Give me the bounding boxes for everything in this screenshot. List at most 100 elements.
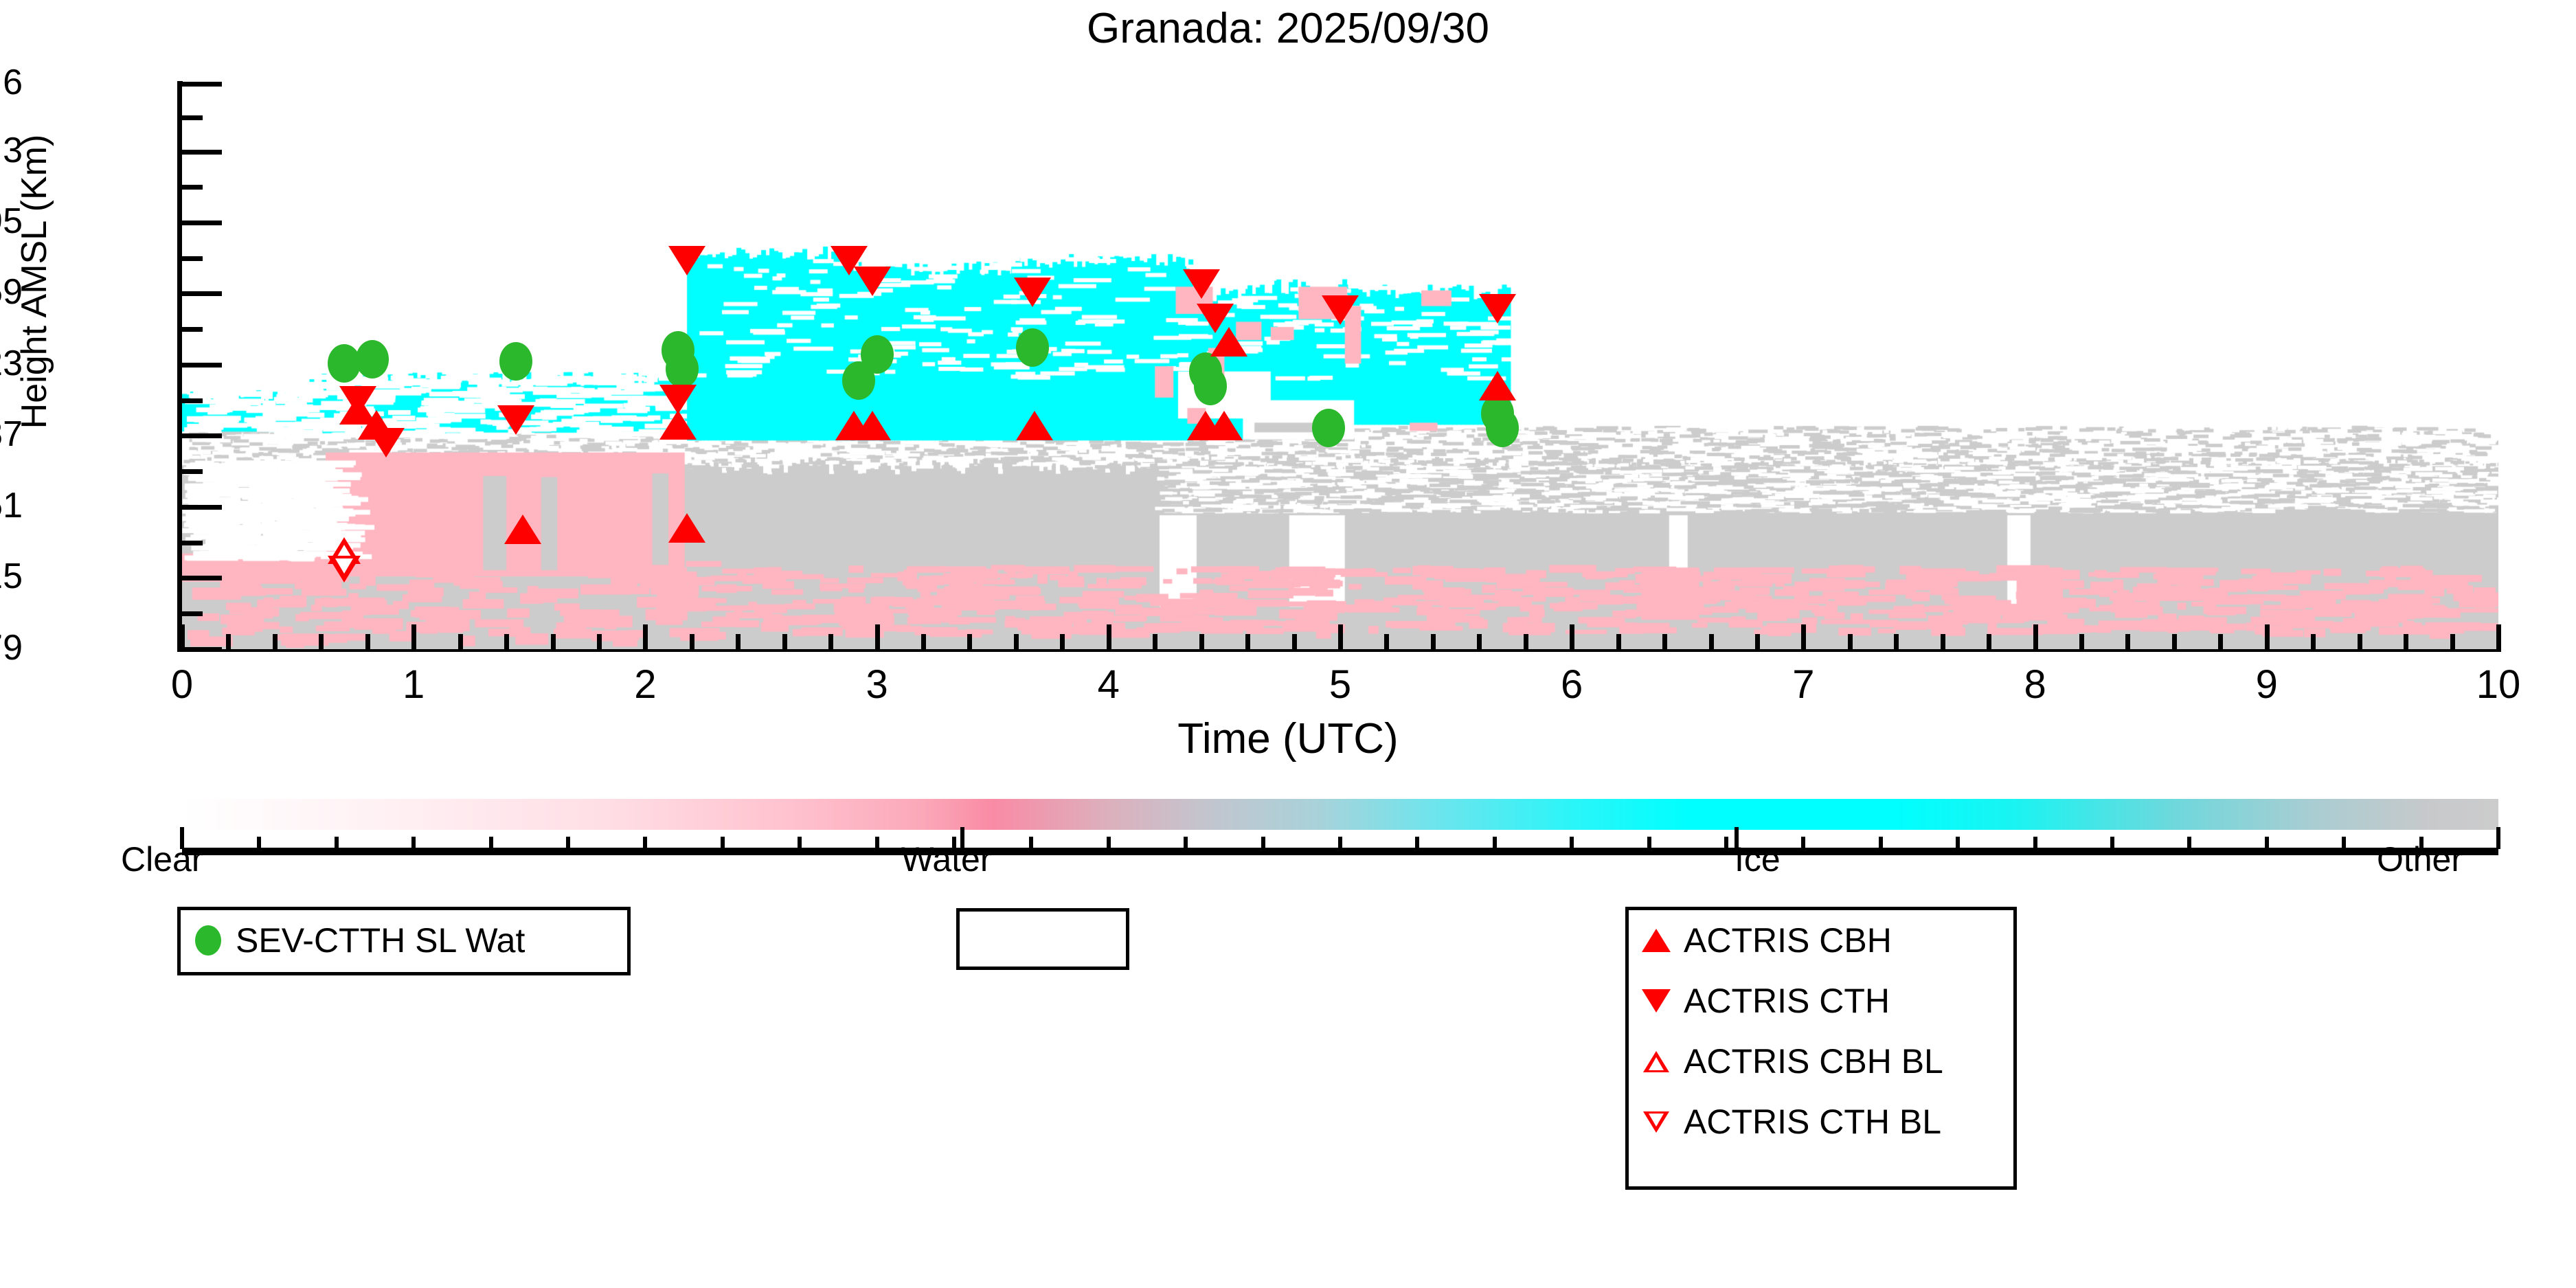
colorbar-tick-minor xyxy=(1878,837,1883,849)
data-marker-green-circle xyxy=(1194,367,1228,406)
x-tick xyxy=(1570,624,1575,649)
colorbar-tick-minor xyxy=(2110,837,2114,849)
x-tick-minor xyxy=(596,634,602,649)
colorbar-tick-minor xyxy=(334,837,339,849)
y-tick xyxy=(182,149,222,155)
x-tick-minor xyxy=(1616,634,1621,649)
data-marker-red-triangle-down-filled xyxy=(668,246,706,275)
triangle-down-filled-icon xyxy=(1638,989,1674,1013)
x-tick xyxy=(1106,624,1111,649)
y-tick xyxy=(182,504,222,510)
x-tick xyxy=(2264,624,2270,649)
data-marker-red-triangle-up-filled xyxy=(504,514,541,544)
data-marker-red-triangle-up-filled xyxy=(1206,411,1243,441)
x-tick-label: 6 xyxy=(1561,662,1583,707)
legend-item-sev-ctth-sl-wat[interactable]: SEV-CTTH SL Wat xyxy=(181,910,627,971)
x-tick xyxy=(2496,624,2501,649)
colorbar-label-other: Other xyxy=(2376,840,2463,879)
x-tick-minor xyxy=(2357,634,2362,649)
triangle-up-open-icon xyxy=(1638,1050,1674,1072)
data-marker-green-circle xyxy=(1015,328,1049,368)
y-tick-minor xyxy=(182,185,203,190)
x-tick xyxy=(874,624,880,649)
data-marker-red-triangle-down-filled xyxy=(1322,295,1359,326)
x-tick-minor xyxy=(1708,634,1714,649)
data-marker-red-triangle-up-filled xyxy=(1015,411,1053,441)
y-tick xyxy=(182,82,222,87)
legend-actris[interactable]: ACTRIS CBH ACTRIS CTH ACTRIS CBH BL ACTR… xyxy=(1625,907,2017,1190)
y-axis-line xyxy=(177,81,183,652)
colorbar-tick-minor xyxy=(1956,837,1961,849)
y-tick xyxy=(182,220,222,225)
colorbar-gradient xyxy=(182,799,2498,830)
y-tick-minor xyxy=(182,115,203,121)
plot-area[interactable] xyxy=(182,84,2498,649)
y-tick-label: 8.95 xyxy=(0,201,23,241)
legend-label: ACTRIS CTH xyxy=(1684,982,1890,1020)
legend-item-actris-cbh-bl[interactable]: ACTRIS CBH BL xyxy=(1629,1031,2013,1092)
x-tick-minor xyxy=(1291,634,1297,649)
legend-item-actris-cbh[interactable]: ACTRIS CBH xyxy=(1629,910,2013,971)
colorbar-tick-minor xyxy=(1492,837,1497,849)
triangle-down-open-icon xyxy=(1638,1111,1674,1133)
x-tick-minor xyxy=(550,634,556,649)
data-marker-green-circle xyxy=(1486,408,1519,447)
x-tick-label: 8 xyxy=(2024,662,2046,707)
x-tick-label: 4 xyxy=(1097,662,1120,707)
colorbar-tick-minor xyxy=(2264,837,2269,849)
colorbar-tick-minor xyxy=(2033,837,2037,849)
x-tick xyxy=(1801,624,1807,649)
legend-label: ACTRIS CBH xyxy=(1684,921,1892,960)
colorbar[interactable] xyxy=(180,799,2500,857)
colorbar-tick-minor xyxy=(1338,837,1342,849)
data-marker-red-triangle-down-filled xyxy=(1182,269,1220,300)
x-tick xyxy=(180,624,185,649)
y-tick-label: 2.15 xyxy=(0,556,23,597)
legend-empty-box[interactable] xyxy=(956,908,1129,970)
x-tick-minor xyxy=(2450,634,2455,649)
legend-sev-ctth[interactable]: SEV-CTTH SL Wat xyxy=(177,907,631,975)
y-tick-minor xyxy=(182,611,203,617)
colorbar-tick-minor xyxy=(643,837,648,849)
colorbar-tick-minor xyxy=(2342,837,2347,849)
legend-label: ACTRIS CTH BL xyxy=(1684,1103,1942,1141)
colorbar-tick-minor xyxy=(257,837,262,849)
legend-item-actris-cth-bl[interactable]: ACTRIS CTH BL xyxy=(1629,1092,2013,1152)
x-tick-minor xyxy=(457,634,463,649)
x-tick-minor xyxy=(1060,634,1065,649)
data-marker-green-circle xyxy=(499,341,532,381)
x-tick-minor xyxy=(2311,634,2316,649)
colorbar-axis xyxy=(180,827,2500,857)
x-tick-minor xyxy=(2404,634,2409,649)
colorbar-tick-major xyxy=(960,827,965,849)
page-title: Granada: 2025/09/30 xyxy=(1086,5,1490,52)
data-marker-red-triangle-up-filled xyxy=(853,411,891,441)
x-tick-label: 10 xyxy=(2476,662,2521,707)
colorbar-tick-minor xyxy=(2419,837,2424,849)
x-tick-minor xyxy=(319,634,324,649)
data-marker-red-triangle-down-filled xyxy=(1479,294,1517,324)
y-tick-label: 4.87 xyxy=(0,414,23,455)
x-tick-label: 9 xyxy=(2255,662,2278,707)
x-tick-minor xyxy=(1384,634,1390,649)
legend-label: SEV-CTTH SL Wat xyxy=(236,921,526,960)
data-marker-green-circle xyxy=(355,340,389,379)
y-tick xyxy=(182,362,222,368)
x-tick-minor xyxy=(226,634,231,649)
x-tick-minor xyxy=(1013,634,1019,649)
colorbar-label-clear: Clear xyxy=(121,840,203,879)
colorbar-tick-minor xyxy=(566,837,570,849)
x-tick-minor xyxy=(736,634,741,649)
legend-label: ACTRIS CBH BL xyxy=(1684,1042,1943,1081)
triangle-up-filled-icon xyxy=(1638,929,1674,952)
x-tick-label: 0 xyxy=(170,662,194,707)
x-tick-minor xyxy=(828,634,834,649)
y-tick-label: 6.23 xyxy=(0,343,23,383)
data-marker-red-triangle-down-filled xyxy=(1013,277,1051,307)
x-tick-label: 1 xyxy=(403,662,425,707)
colorbar-tick-minor xyxy=(874,837,879,849)
colorbar-baseline xyxy=(182,848,2498,855)
legend-item-actris-cth[interactable]: ACTRIS CTH xyxy=(1629,971,2013,1031)
x-tick xyxy=(411,624,417,649)
colorbar-tick-minor xyxy=(1724,837,1728,849)
